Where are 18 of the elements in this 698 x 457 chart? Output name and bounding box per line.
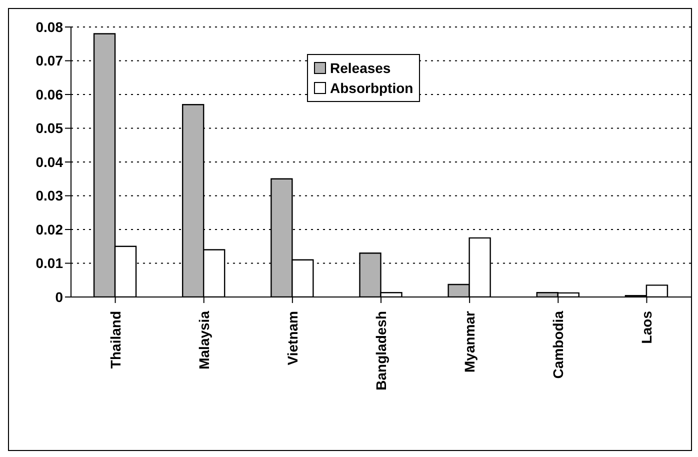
x-tick-label: Bangladesh	[373, 311, 389, 390]
x-tick-label: Thailand	[107, 311, 124, 369]
y-tick-label: 0.01	[36, 255, 64, 272]
x-tick-label: Laos	[638, 310, 655, 344]
y-tick-label: 0.02	[36, 221, 64, 238]
y-tick-label: 0.06	[36, 86, 64, 102]
y-tick-label: 0.08	[36, 18, 64, 35]
y-tick-label: 0	[55, 288, 64, 305]
legend-label: Absorbption	[330, 79, 414, 98]
y-tick-label: 0.04	[36, 154, 64, 170]
y-tick-label: 0.07	[36, 52, 64, 69]
x-tick-label: Cambodia	[550, 310, 566, 379]
legend-label: Releases	[330, 59, 391, 78]
x-tick-label: Myanmar	[462, 310, 478, 372]
y-tick-label: 0.05	[36, 120, 64, 136]
y-tick-label: 0.03	[36, 188, 64, 204]
x-tick-label: Vietnam	[284, 311, 300, 366]
x-tick-label: Malaysia	[196, 310, 212, 370]
